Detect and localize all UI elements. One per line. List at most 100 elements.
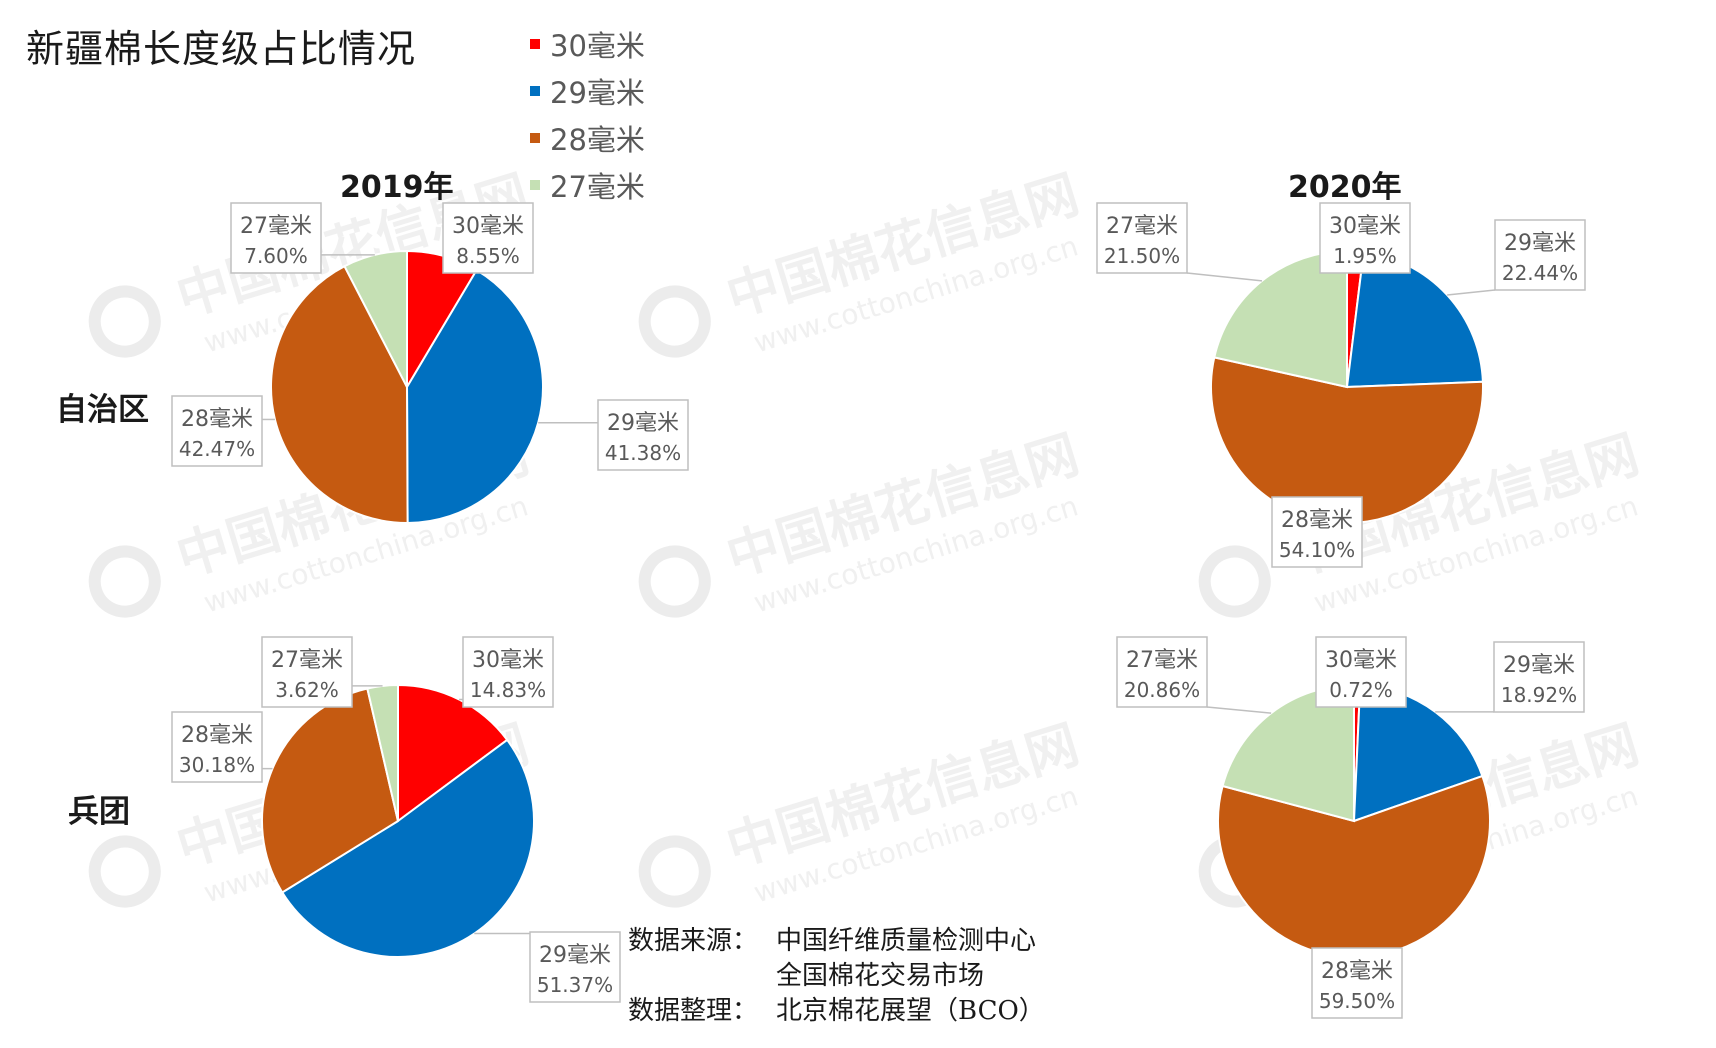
data-label-30mm: 30毫米 1.95% xyxy=(1319,202,1411,274)
data-label-29mm: 29毫米 18.92% xyxy=(1493,641,1585,713)
data-label-value: 22.44% xyxy=(1502,261,1578,285)
legend-swatch-27mm xyxy=(530,179,540,190)
data-label-box xyxy=(529,931,621,1003)
data-label-28mm: 28毫米 42.47% xyxy=(171,395,263,467)
pie-slice-29mm xyxy=(405,268,544,525)
watermark-logo-icon xyxy=(88,835,161,908)
data-label-value: 59.50% xyxy=(1319,989,1395,1013)
data-label-value: 30.18% xyxy=(179,753,255,777)
data-label-category: 29毫米 xyxy=(1504,231,1576,256)
source-row-2: 全国棉花交易市场 xyxy=(628,959,1045,994)
source-row: 数据来源： 中国纤维质量检测中心 xyxy=(628,924,1045,959)
watermark-logo-icon xyxy=(638,835,711,908)
data-label-category: 29毫米 xyxy=(607,411,679,436)
legend-item-30mm: 30毫米 xyxy=(530,20,645,67)
data-label-value: 8.55% xyxy=(456,244,520,268)
data-label-28mm: 28毫米 54.10% xyxy=(1271,496,1363,568)
data-label-value: 1.95% xyxy=(1333,244,1397,268)
legend-label-28mm: 28毫米 xyxy=(550,122,645,157)
data-label-29mm: 29毫米 22.44% xyxy=(1494,219,1586,291)
source-value-1: 中国纤维质量检测中心 xyxy=(776,926,1037,956)
data-label-29mm: 29毫米 41.38% xyxy=(597,399,689,471)
pie-slice-27mm xyxy=(366,683,399,822)
source-key: 数据来源： xyxy=(628,926,759,956)
year-label-2020: 2020年 xyxy=(1288,170,1402,205)
chart-title: 新疆棉长度级占比情况 xyxy=(26,27,417,71)
data-label-30mm: 30毫米 0.72% xyxy=(1315,636,1407,708)
data-label-category: 28毫米 xyxy=(1281,508,1353,533)
data-label-category: 29毫米 xyxy=(539,943,611,968)
data-label-box xyxy=(171,395,263,467)
data-label-27mm: 27毫米 3.62% xyxy=(261,636,353,708)
row-label-corps: 兵团 xyxy=(68,794,130,830)
leader-line-27mm xyxy=(1186,272,1263,282)
watermark-logo-icon xyxy=(1198,545,1271,618)
data-label-box xyxy=(1116,636,1208,708)
data-label-value: 42.47% xyxy=(179,437,255,461)
source-key-spacer xyxy=(628,959,776,994)
data-label-box xyxy=(597,399,689,471)
data-label-category: 27毫米 xyxy=(1106,214,1178,239)
watermark-logo-icon xyxy=(88,285,161,358)
pie-chart-2: 30毫米 1.95% 29毫米 22.44% 28毫米 54.10% 27毫米 21.50% xyxy=(1096,202,1586,568)
data-label-category: 27毫米 xyxy=(271,648,343,673)
legend-item-28mm: 28毫米 xyxy=(530,114,645,161)
leader-line-29mm xyxy=(1447,289,1496,296)
data-label-value: 3.62% xyxy=(275,678,339,702)
watermark-logo-icon xyxy=(638,285,711,358)
pie-chart-1: 30毫米 8.55% 29毫米 41.38% 28毫米 42.47% 27毫米 7.60% xyxy=(171,202,689,525)
data-source-note: 数据来源： 中国纤维质量检测中心 全国棉花交易市场 数据整理： 北京棉花展望（B… xyxy=(628,924,1045,1029)
pie-slice-30mm xyxy=(397,683,509,823)
data-label-27mm: 27毫米 20.86% xyxy=(1116,636,1208,708)
pie-charts: 30毫米8.55%29毫米41.38%28毫米42.47%27毫米7.60%30… xyxy=(171,202,1586,1019)
data-label-box xyxy=(261,636,353,708)
data-label-box xyxy=(462,636,554,708)
watermark-logo-icon xyxy=(88,545,161,618)
data-label-27mm: 27毫米 7.60% xyxy=(230,202,322,274)
legend-swatch-28mm xyxy=(530,132,540,143)
data-label-category: 27毫米 xyxy=(240,214,312,239)
data-label-box xyxy=(1311,947,1403,1019)
legend-swatch-30mm xyxy=(530,38,540,49)
data-label-28mm: 28毫米 59.50% xyxy=(1311,947,1403,1019)
legend: 30毫米 29毫米 28毫米 27毫米 xyxy=(530,20,645,208)
data-label-category: 27毫米 xyxy=(1126,648,1198,673)
row-label-autonomous-region: 自治区 xyxy=(56,392,149,428)
data-label-value: 7.60% xyxy=(244,244,308,268)
data-label-category: 28毫米 xyxy=(181,407,253,432)
data-label-value: 54.10% xyxy=(1279,538,1355,562)
data-label-category: 29毫米 xyxy=(1503,653,1575,678)
data-label-box xyxy=(230,202,322,274)
data-label-category: 30毫米 xyxy=(1325,648,1397,673)
data-label-value: 18.92% xyxy=(1501,683,1577,707)
data-label-value: 0.72% xyxy=(1329,678,1393,702)
pie-slice-27mm xyxy=(343,249,408,388)
data-label-29mm: 29毫米 51.37% xyxy=(529,931,621,1003)
data-label-28mm: 28毫米 30.18% xyxy=(171,711,263,783)
data-label-box xyxy=(1315,636,1407,708)
data-label-30mm: 30毫米 14.83% xyxy=(462,636,554,708)
legend-item-27mm: 27毫米 xyxy=(530,161,645,208)
data-label-value: 21.50% xyxy=(1104,244,1180,268)
compiled-row: 数据整理： 北京棉花展望（BCO） xyxy=(628,994,1045,1029)
data-label-category: 30毫米 xyxy=(1329,214,1401,239)
legend-item-29mm: 29毫米 xyxy=(530,67,645,114)
legend-label-27mm: 27毫米 xyxy=(550,169,645,204)
data-label-30mm: 30毫米 8.55% xyxy=(442,202,534,274)
source-value-2: 全国棉花交易市场 xyxy=(776,961,985,991)
data-label-box xyxy=(442,202,534,274)
data-label-category: 30毫米 xyxy=(452,214,524,239)
data-label-box xyxy=(1271,496,1363,568)
data-label-value: 51.37% xyxy=(537,973,613,997)
leader-line-27mm xyxy=(1206,706,1272,714)
watermark-logo-icon xyxy=(638,545,711,618)
legend-label-30mm: 30毫米 xyxy=(550,28,645,63)
data-label-box xyxy=(1096,202,1188,274)
data-label-value: 14.83% xyxy=(470,678,546,702)
compiled-value: 北京棉花展望（BCO） xyxy=(776,996,1045,1026)
pie-chart-3: 30毫米 14.83% 29毫米 51.37% 28毫米 30.18% 27毫米 3.62% xyxy=(171,636,621,1003)
